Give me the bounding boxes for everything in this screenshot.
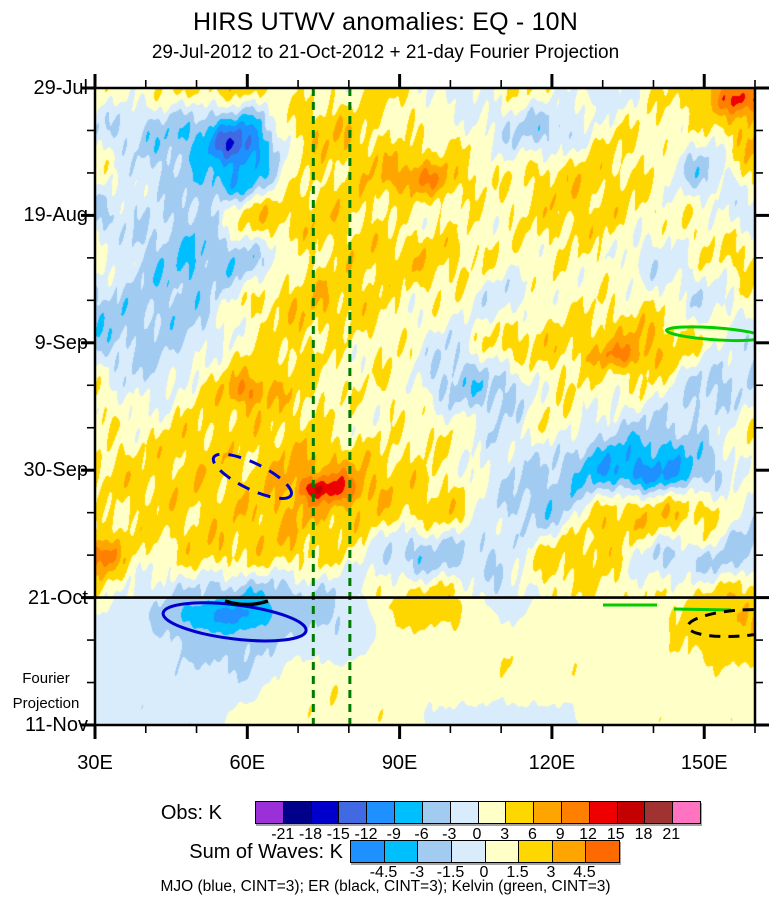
colorbar-tick-label: -1.5 bbox=[436, 864, 465, 881]
y-tick-label: 21-Oct bbox=[27, 586, 88, 609]
colorbar-tick-label: -15 bbox=[326, 826, 350, 843]
colorbar-tick-label: -3 bbox=[409, 864, 425, 881]
colorbar-tick-label: -21 bbox=[271, 826, 295, 843]
colorbar-cell bbox=[586, 841, 619, 862]
plot-frame bbox=[93, 86, 757, 727]
x-tick-label: 30E bbox=[77, 752, 113, 774]
colorbar-tick-label: 1.5 bbox=[506, 864, 529, 881]
anomaly-field-canvas bbox=[95, 88, 755, 725]
colorbar-cell bbox=[519, 841, 553, 862]
fourier-projection-note-line2: Projection bbox=[12, 695, 80, 712]
colorbar-cell bbox=[589, 802, 618, 823]
colorbar-cell bbox=[283, 802, 312, 823]
colorbar-tick-label: -4.5 bbox=[369, 864, 398, 881]
y-tick-label: 19-Aug bbox=[23, 204, 89, 227]
colorbar-cell bbox=[561, 802, 590, 823]
er-wave-dashed-contour bbox=[686, 608, 755, 639]
colorbar-cell bbox=[450, 802, 479, 823]
contour-legend-note: MJO (blue, CINT=3); ER (black, CINT=3); … bbox=[160, 878, 611, 895]
y-tick-label: 9-Sep bbox=[34, 331, 88, 354]
colorbar-tick-label: 15 bbox=[606, 826, 625, 843]
colorbar-tick-label: -9 bbox=[386, 826, 401, 843]
x-tick-label: 150E bbox=[680, 752, 728, 774]
colorbar-cell bbox=[339, 802, 368, 823]
contour-overlay-svg bbox=[81, 74, 769, 739]
subtitle: 29-Jul-2012 to 21-Oct-2012 + 21-day Four… bbox=[151, 42, 620, 63]
kelvin-wave-contour bbox=[664, 325, 755, 343]
colorbar-cell bbox=[617, 802, 646, 823]
y-tick-label: 11-Nov bbox=[25, 714, 88, 736]
obs-colorbar-label: Obs: K bbox=[160, 802, 222, 824]
colorbar-tick-label: 21 bbox=[662, 826, 681, 843]
colorbar-cell bbox=[351, 841, 385, 862]
x-tick-label: 60E bbox=[229, 752, 266, 774]
colorbar-tick-label: 0 bbox=[479, 864, 489, 881]
colorbar-cell bbox=[451, 841, 486, 862]
colorbar-cell bbox=[418, 841, 452, 862]
sum-colorbar-label: Sum of Waves: K bbox=[189, 841, 343, 863]
plot-area bbox=[81, 74, 769, 739]
colorbar-tick-label: 3 bbox=[546, 864, 556, 881]
sum-colorbar bbox=[350, 840, 620, 863]
colorbar-cell bbox=[645, 802, 674, 823]
page-title: HIRS UTWV anomalies: EQ - 10N bbox=[192, 8, 579, 36]
colorbar-cell bbox=[367, 802, 396, 823]
colorbar-tick-label: 9 bbox=[555, 826, 565, 843]
colorbar-tick-label: -12 bbox=[354, 826, 378, 843]
colorbar-cell bbox=[256, 802, 284, 823]
sum-colorbar-ticks: -4.5 -3 -1.5 0 1.5 3 4.5 bbox=[350, 864, 618, 882]
x-tick-label: 120E bbox=[528, 752, 576, 774]
colorbar-cell bbox=[395, 802, 423, 823]
y-tick-label: 29-Jul bbox=[33, 77, 88, 99]
y-tick-label: 30-Sep bbox=[23, 459, 89, 482]
er-black-arc bbox=[224, 599, 269, 607]
colorbar-cell bbox=[552, 841, 587, 862]
fourier-projection-note: Fourier Projection bbox=[0, 666, 92, 716]
kelvin-wave-contour bbox=[673, 607, 732, 612]
colorbar-tick-label: -3 bbox=[442, 826, 457, 843]
wave-contours-group bbox=[161, 325, 755, 643]
colorbar-cell bbox=[485, 841, 520, 862]
colorbar-tick-label: -6 bbox=[414, 826, 429, 843]
colorbar-cell bbox=[384, 841, 419, 862]
colorbar-cell bbox=[534, 802, 562, 823]
obs-colorbar bbox=[255, 801, 701, 824]
fourier-projection-note-line1: Fourier bbox=[22, 670, 70, 687]
x-tick-label: 90E bbox=[381, 752, 418, 774]
colorbar-cell bbox=[506, 802, 535, 823]
colorbar-tick-label: 18 bbox=[634, 826, 653, 843]
colorbar-tick-label: 3 bbox=[500, 826, 510, 843]
colorbar-cell bbox=[478, 802, 507, 823]
colorbar-cell bbox=[422, 802, 451, 823]
colorbar-tick-label: 6 bbox=[528, 826, 537, 843]
colorbar-cell bbox=[311, 802, 340, 823]
colorbar-cell bbox=[673, 802, 700, 823]
colorbar-tick-label: -18 bbox=[298, 826, 323, 843]
colorbar-tick-label: 4.5 bbox=[573, 864, 596, 881]
colorbar-tick-label: 0 bbox=[472, 826, 482, 843]
mjo-wave-dashed-contour bbox=[211, 452, 293, 500]
obs-colorbar-ticks: -21 -18 -15 -12 -9 -6 -3 0 3 6 9 12 15 18 21 bbox=[255, 826, 699, 844]
colorbar-tick-label: 12 bbox=[579, 826, 597, 843]
